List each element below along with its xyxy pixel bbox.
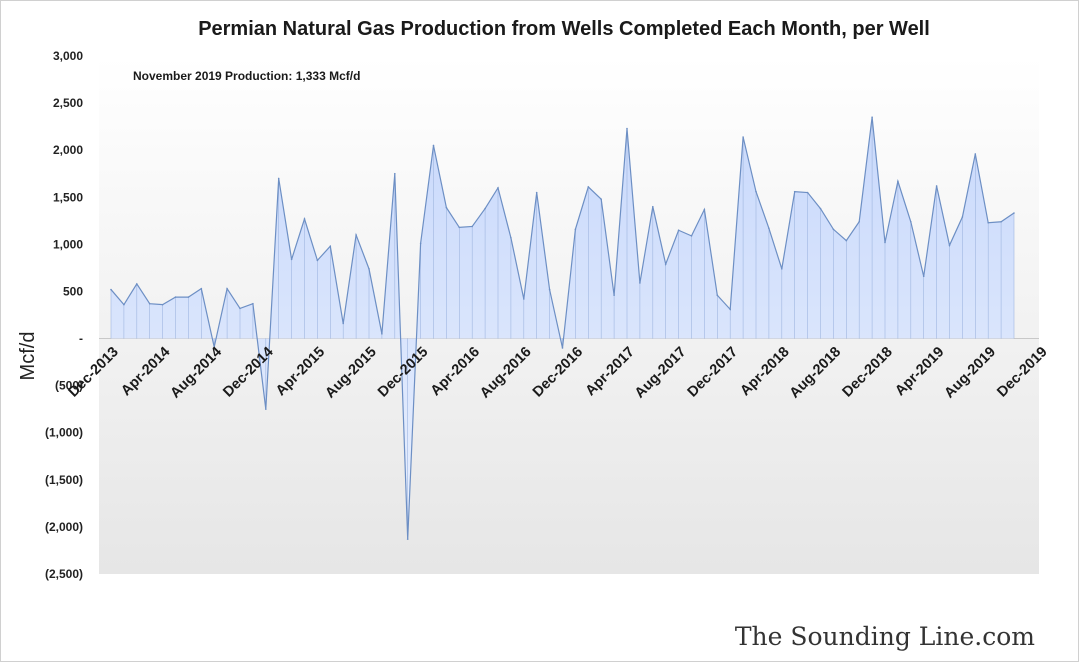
y-tick-label: (2,000) <box>45 520 83 534</box>
y-axis-label: Mcf/d <box>17 332 39 381</box>
data-point <box>587 186 590 188</box>
data-point <box>213 346 215 348</box>
y-tick-label: - <box>79 332 83 346</box>
data-point <box>148 302 151 305</box>
data-point <box>548 288 551 291</box>
data-point <box>174 296 177 298</box>
data-point <box>677 229 680 232</box>
data-point <box>910 220 912 223</box>
data-point <box>1013 212 1015 214</box>
y-tick-label: 3,000 <box>53 49 83 63</box>
data-point <box>948 244 951 247</box>
area-layer <box>99 116 1039 540</box>
data-point <box>613 294 615 297</box>
data-point <box>458 226 461 229</box>
chart-title: Permian Natural Gas Production from Well… <box>198 18 930 40</box>
y-tick-label: 1,500 <box>53 190 83 204</box>
data-point <box>793 190 796 193</box>
data-point <box>884 241 886 244</box>
data-point <box>652 205 654 208</box>
y-tick-label: (500) <box>55 379 83 393</box>
data-point <box>703 208 706 211</box>
data-point <box>445 206 448 209</box>
production-annotation: November 2019 Production: 1,333 Mcf/d <box>133 69 360 83</box>
data-point <box>123 303 125 306</box>
data-point <box>394 172 396 175</box>
data-point <box>419 242 422 245</box>
data-point <box>819 207 822 210</box>
y-tick-label: (2,500) <box>45 567 83 581</box>
data-point <box>471 225 474 228</box>
data-point <box>316 259 319 262</box>
data-point <box>561 347 564 349</box>
data-point <box>897 180 899 183</box>
y-axis: 3,000 2,500 2,000 1,500 1,000 500 - (500) (1,000… <box>45 49 83 581</box>
data-point <box>484 207 486 210</box>
data-point <box>935 185 938 187</box>
data-point <box>832 228 835 231</box>
data-point <box>342 322 345 325</box>
data-point <box>974 153 977 155</box>
data-point <box>858 220 860 223</box>
y-tick-label: 2,000 <box>53 143 83 157</box>
data-point <box>626 127 628 130</box>
data-point <box>252 302 254 305</box>
data-point <box>961 216 964 218</box>
y-tick-label: 1,000 <box>53 237 83 251</box>
data-point <box>368 268 370 270</box>
data-point <box>535 191 538 194</box>
data-point <box>922 275 925 278</box>
data-point <box>187 296 190 298</box>
y-tick-label: (1,500) <box>45 473 83 487</box>
data-point <box>600 198 602 200</box>
data-point <box>871 116 873 119</box>
data-point <box>136 283 138 285</box>
data-point <box>755 190 757 193</box>
y-tick-label: (1,000) <box>45 426 83 440</box>
data-point <box>742 136 744 138</box>
data-point <box>510 236 512 239</box>
data-point <box>768 227 770 230</box>
data-point <box>781 268 783 270</box>
data-point <box>406 538 409 540</box>
data-point <box>523 298 525 300</box>
data-point <box>277 177 280 180</box>
data-point <box>806 191 809 194</box>
data-point <box>639 282 641 284</box>
data-point <box>239 307 241 310</box>
data-point <box>432 144 435 147</box>
data-point <box>226 287 228 290</box>
y-tick-label: 2,500 <box>53 96 83 110</box>
watermark: The Sounding Line.com <box>735 622 1035 651</box>
data-point <box>303 218 306 220</box>
data-point <box>497 187 499 189</box>
data-point <box>987 221 989 224</box>
data-point <box>200 287 203 290</box>
data-point <box>664 263 667 265</box>
data-point <box>110 288 112 291</box>
data-point <box>161 303 164 306</box>
data-point <box>329 245 332 248</box>
data-point <box>265 408 267 410</box>
y-tick-label: 500 <box>63 284 83 298</box>
data-point <box>716 294 719 297</box>
data-point <box>729 308 731 311</box>
data-point <box>690 235 693 237</box>
data-point <box>355 234 357 236</box>
data-point <box>845 239 848 242</box>
data-point <box>381 333 383 335</box>
data-point <box>290 258 293 261</box>
data-point <box>1000 220 1002 223</box>
data-point <box>574 228 577 231</box>
